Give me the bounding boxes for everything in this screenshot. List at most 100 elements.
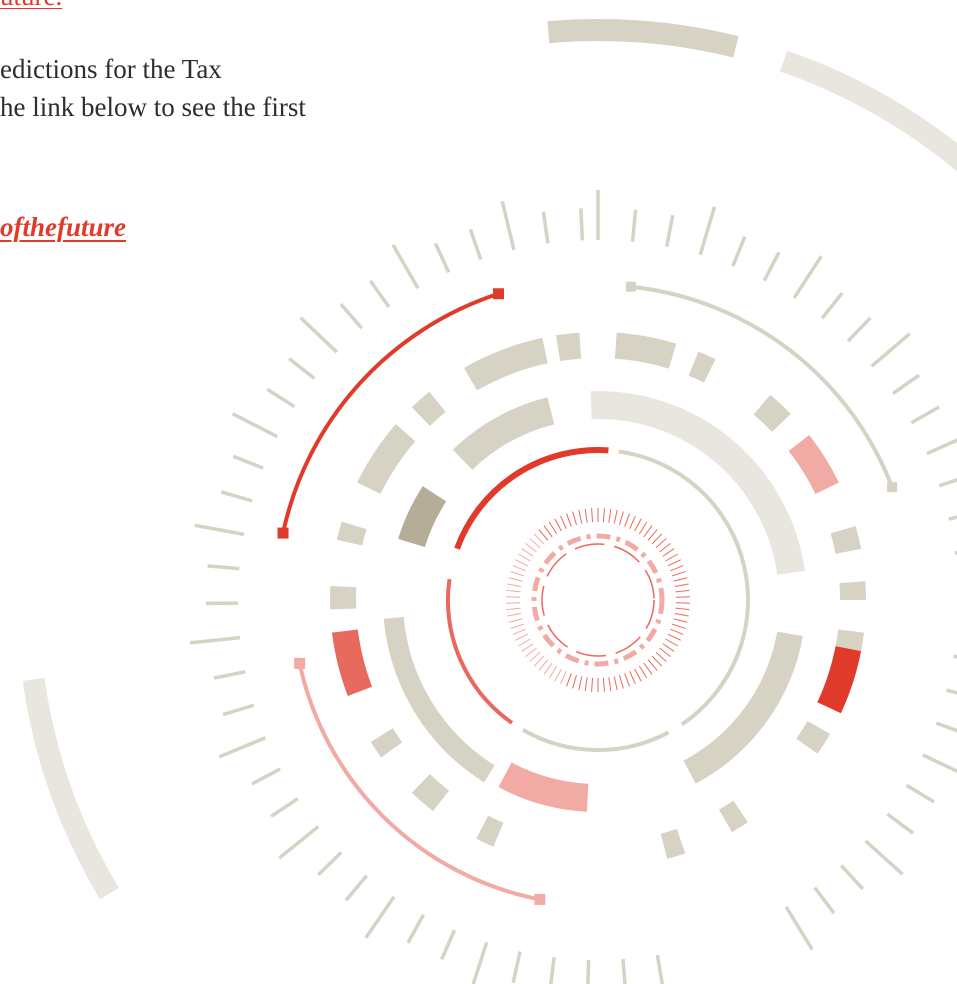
tick: [522, 549, 534, 557]
arc: [762, 405, 782, 423]
arc: [852, 582, 853, 600]
tick: [195, 525, 244, 534]
end-cap: [534, 894, 545, 905]
arc: [619, 451, 748, 724]
tick: [623, 959, 625, 984]
tick: [567, 514, 572, 527]
tick: [579, 510, 582, 524]
tick: [648, 660, 657, 671]
tick: [676, 590, 690, 591]
tick: [603, 678, 604, 692]
dash-ring: [534, 536, 662, 664]
tick: [393, 245, 418, 288]
tick: [271, 799, 298, 817]
tick: [648, 530, 657, 541]
tick: [668, 634, 681, 640]
tick: [866, 841, 903, 874]
tick: [635, 669, 642, 681]
tick: [233, 414, 278, 437]
tick: [887, 814, 913, 833]
tick: [279, 827, 318, 858]
tick: [609, 677, 611, 691]
arc: [412, 494, 435, 543]
tick: [513, 566, 526, 571]
tick: [267, 389, 294, 406]
arc: [784, 61, 957, 197]
tick: [507, 614, 521, 616]
arc: [694, 364, 710, 371]
tick: [672, 624, 685, 628]
arc: [463, 411, 551, 460]
tick: [585, 677, 587, 691]
tick: [652, 534, 662, 544]
tick: [522, 644, 534, 652]
tick: [442, 930, 455, 959]
tick: [561, 671, 567, 684]
tick: [219, 738, 265, 757]
tick: [815, 888, 834, 914]
arc: [558, 346, 580, 349]
tick: [700, 207, 714, 255]
tick: [927, 433, 957, 453]
paragraph-line: he link below to see the first: [0, 94, 306, 121]
tick: [507, 584, 521, 586]
tick: [639, 666, 646, 678]
tick: [534, 534, 544, 544]
tick: [954, 656, 957, 664]
tick: [936, 723, 957, 734]
dash-ring: [542, 544, 654, 656]
arc: [421, 402, 438, 417]
tick: [663, 644, 675, 652]
arc: [482, 827, 498, 835]
tick: [252, 769, 280, 784]
link[interactable]: ofthefuture: [0, 214, 126, 241]
tick: [670, 566, 683, 571]
tick: [907, 785, 934, 801]
tick: [509, 619, 523, 622]
tick: [639, 522, 646, 534]
tick: [471, 942, 486, 984]
tick: [511, 624, 524, 628]
tick: [786, 907, 812, 950]
arc: [394, 618, 490, 774]
tick: [509, 578, 523, 581]
tick: [513, 951, 520, 982]
tick: [939, 476, 957, 486]
tick: [567, 673, 572, 686]
arc: [726, 811, 741, 820]
tick: [670, 629, 683, 634]
tick: [518, 639, 530, 646]
tick: [676, 608, 690, 609]
tick: [663, 549, 675, 557]
tick: [923, 755, 957, 777]
tick: [911, 407, 939, 423]
tick: [515, 560, 528, 566]
tick: [346, 876, 367, 901]
tick: [341, 304, 362, 328]
tick: [366, 897, 394, 938]
tick: [534, 656, 544, 666]
arc: [34, 679, 110, 893]
tick: [502, 201, 514, 250]
tick: [579, 676, 582, 690]
tick: [893, 375, 919, 393]
tick: [666, 554, 678, 561]
tick: [530, 538, 540, 547]
tick: [543, 212, 547, 244]
tick: [513, 629, 526, 634]
arc: [799, 443, 827, 488]
decorative-graphic: [0, 0, 957, 984]
tick: [947, 690, 957, 698]
arc: [616, 346, 673, 357]
link[interactable]: uture.: [0, 0, 62, 10]
tick: [656, 652, 666, 661]
tick: [619, 675, 623, 688]
tick: [573, 675, 577, 688]
tick: [507, 608, 521, 609]
tick: [841, 865, 863, 889]
tick: [214, 672, 245, 678]
tick: [609, 509, 611, 523]
tick: [207, 566, 239, 569]
tick: [544, 663, 552, 674]
tick: [221, 492, 252, 501]
